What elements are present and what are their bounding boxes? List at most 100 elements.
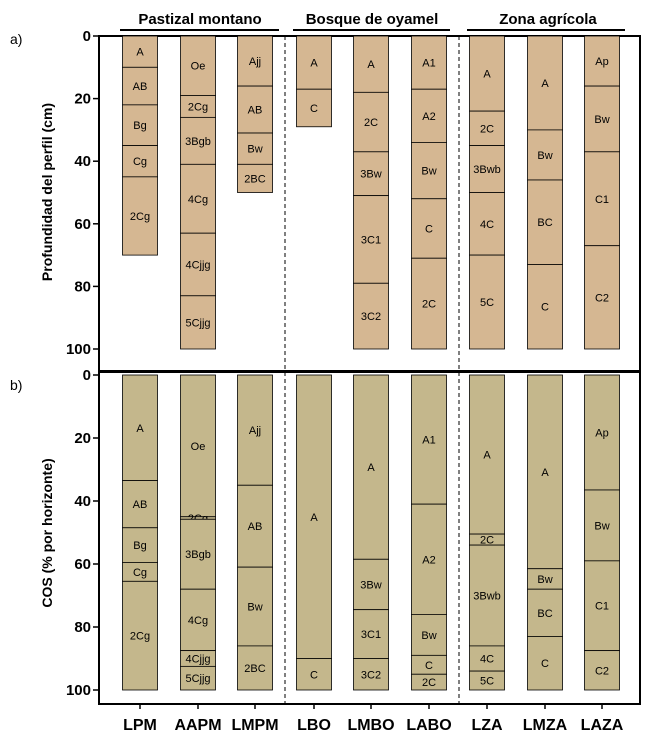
horizon-b-aapm-3bgb — [180, 518, 216, 590]
y-tick-label-b-40: 40 — [74, 493, 91, 510]
horizon-label-a-lmpm-ajj: Ajj — [249, 56, 261, 68]
horizon-label-a-lmpm-ab: AB — [248, 105, 263, 117]
horizon-b-lpm-a — [122, 374, 158, 481]
horizon-a-aapm-5cjjg — [180, 295, 216, 350]
horizon-label-a-labo-a1: A1 — [422, 58, 435, 70]
horizon-label-a-lpm-ab: AB — [133, 81, 148, 93]
horizon-label-b-lmza-bc: BC — [537, 608, 552, 620]
horizon-b-lbo-c — [296, 658, 332, 691]
horizon-a-lmbo-a — [353, 35, 389, 93]
horizon-b-labo-bw — [411, 614, 447, 656]
horizon-label-a-lmbo-3c2: 3C2 — [361, 311, 381, 323]
horizon-a-labo-2c — [411, 257, 447, 350]
horizon-label-a-aapm-4cg: 4Cg — [188, 194, 208, 206]
horizon-label-b-lza-a: A — [483, 450, 491, 462]
horizon-label-a-lza-a: A — [483, 69, 491, 81]
horizon-a-lmbo-3c2 — [353, 282, 389, 350]
x-category-lmza: LMZA — [523, 717, 568, 734]
horizon-b-lmpm-ajj — [237, 374, 273, 486]
horizon-label-b-labo-bw: Bw — [421, 630, 436, 642]
horizon-label-a-aapm-3bgb: 3Bgb — [185, 136, 211, 148]
horizon-label-a-aapm-5cjjg: 5Cjjg — [185, 317, 210, 329]
horizon-label-a-lmpm-2bc: 2BC — [244, 173, 265, 185]
horizon-label-b-aapm-4cjjg: 4Cjjg — [185, 654, 210, 666]
y-axis-label-a: Profundidad del perfil (cm) — [39, 103, 55, 281]
horizon-label-b-lpm-a: A — [136, 423, 144, 435]
horizon-label-b-aapm-3bgb: 3Bgb — [185, 549, 211, 561]
horizon-a-lbo-c — [296, 88, 332, 128]
x-category-lpm: LPM — [123, 717, 157, 734]
horizon-label-b-laza-bw: Bw — [594, 520, 609, 532]
x-category-aapm: AAPM — [174, 717, 221, 734]
horizon-label-b-lmpm-bw: Bw — [247, 602, 262, 614]
horizon-label-a-lpm-bg: Bg — [133, 120, 146, 132]
horizon-label-b-lmpm-ajj: Ajj — [249, 425, 261, 437]
horizon-a-lmpm-2bc — [237, 163, 273, 193]
horizon-b-lpm-2cg — [122, 580, 158, 691]
horizon-label-a-laza-bw: Bw — [594, 114, 609, 126]
horizon-label-b-lbo-a: A — [310, 512, 318, 524]
y-axis-label-b: COS (% por horizonte) — [39, 458, 55, 607]
horizon-label-b-lmbo-a: A — [367, 462, 375, 474]
horizon-b-labo-a2 — [411, 503, 447, 615]
horizon-a-labo-a1 — [411, 35, 447, 90]
horizon-label-b-lza-4c: 4C — [480, 654, 494, 666]
horizon-b-labo-a1 — [411, 374, 447, 505]
horizon-label-a-lmza-c: C — [541, 302, 549, 314]
horizon-b-lza-3bwb — [469, 544, 505, 647]
horizon-b-lmbo-a — [353, 374, 389, 560]
group-title-zona: Zona agrícola — [499, 11, 597, 28]
horizon-label-b-lmbo-3c1: 3C1 — [361, 629, 381, 641]
horizon-label-a-laza-c1: C1 — [595, 194, 609, 206]
horizon-a-labo-a2 — [411, 88, 447, 143]
horizon-b-lpm-ab — [122, 480, 158, 529]
horizon-a-laza-ap — [584, 35, 620, 87]
horizon-a-lbo-a — [296, 35, 332, 90]
horizon-b-laza-ap — [584, 374, 620, 491]
horizon-a-lza-a — [469, 35, 505, 112]
horizon-a-aapm-3bgb — [180, 116, 216, 165]
horizon-a-lmza-bc — [527, 179, 563, 265]
horizon-label-a-lza-4c: 4C — [480, 219, 494, 231]
horizon-label-b-lmbo-3c2: 3C2 — [361, 669, 381, 681]
horizon-a-aapm-oe — [180, 35, 216, 96]
horizon-b-lmza-bc — [527, 588, 563, 637]
horizon-label-b-lmza-bw: Bw — [537, 574, 552, 586]
horizon-a-lpm-cg — [122, 145, 158, 178]
horizon-a-lmpm-bw — [237, 132, 273, 165]
horizon-label-a-lmbo-a: A — [367, 59, 375, 71]
y-tick-label-a-80: 80 — [74, 278, 91, 295]
horizon-label-b-lmpm-ab: AB — [248, 521, 263, 533]
horizon-label-a-lmza-a: A — [541, 78, 549, 90]
horizon-label-b-aapm-oe: Oe — [191, 441, 206, 453]
horizon-b-lmza-c — [527, 636, 563, 691]
horizon-label-b-labo-c: C — [425, 660, 433, 672]
horizon-label-a-labo-bw: Bw — [421, 166, 436, 178]
horizon-b-lmpm-ab — [237, 484, 273, 568]
horizon-a-lmbo-3c1 — [353, 195, 389, 284]
horizon-label-a-lpm-2cg: 2Cg — [130, 211, 150, 223]
horizon-label-b-lmza-c: C — [541, 658, 549, 670]
horizon-label-b-lmpm-2bc: 2BC — [244, 663, 265, 675]
horizon-b-lmbo-3c1 — [353, 609, 389, 659]
horizon-label-b-lbo-c: C — [310, 669, 318, 681]
horizon-label-a-lmbo-3c1: 3C1 — [361, 234, 381, 246]
horizon-label-b-lpm-ab: AB — [133, 499, 148, 511]
horizon-b-lza-5c — [469, 670, 505, 691]
y-tick-label-b-60: 60 — [74, 556, 91, 573]
x-category-lmbo: LMBO — [347, 717, 394, 734]
horizon-label-a-labo-2c: 2C — [422, 299, 436, 311]
horizon-label-a-lmpm-bw: Bw — [247, 144, 262, 156]
horizon-label-a-lmza-bw: Bw — [537, 150, 552, 162]
horizon-label-a-lmbo-3bw: 3Bw — [360, 169, 381, 181]
x-category-lza: LZA — [471, 717, 503, 734]
horizon-label-a-laza-ap: Ap — [595, 56, 608, 68]
horizon-a-aapm-4cjjg — [180, 232, 216, 297]
horizon-label-a-lpm-cg: Cg — [133, 156, 147, 168]
y-tick-label-a-0: 0 — [83, 28, 91, 45]
horizon-label-b-lza-2c: 2C — [480, 535, 494, 547]
y-tick-label-a-60: 60 — [74, 216, 91, 233]
panel-b-plot: 020406080100AABBgCg2CgOe2Cg3Bgb4Cg4Cjjg5… — [66, 367, 620, 699]
horizon-label-b-aapm-4cg: 4Cg — [188, 615, 208, 627]
